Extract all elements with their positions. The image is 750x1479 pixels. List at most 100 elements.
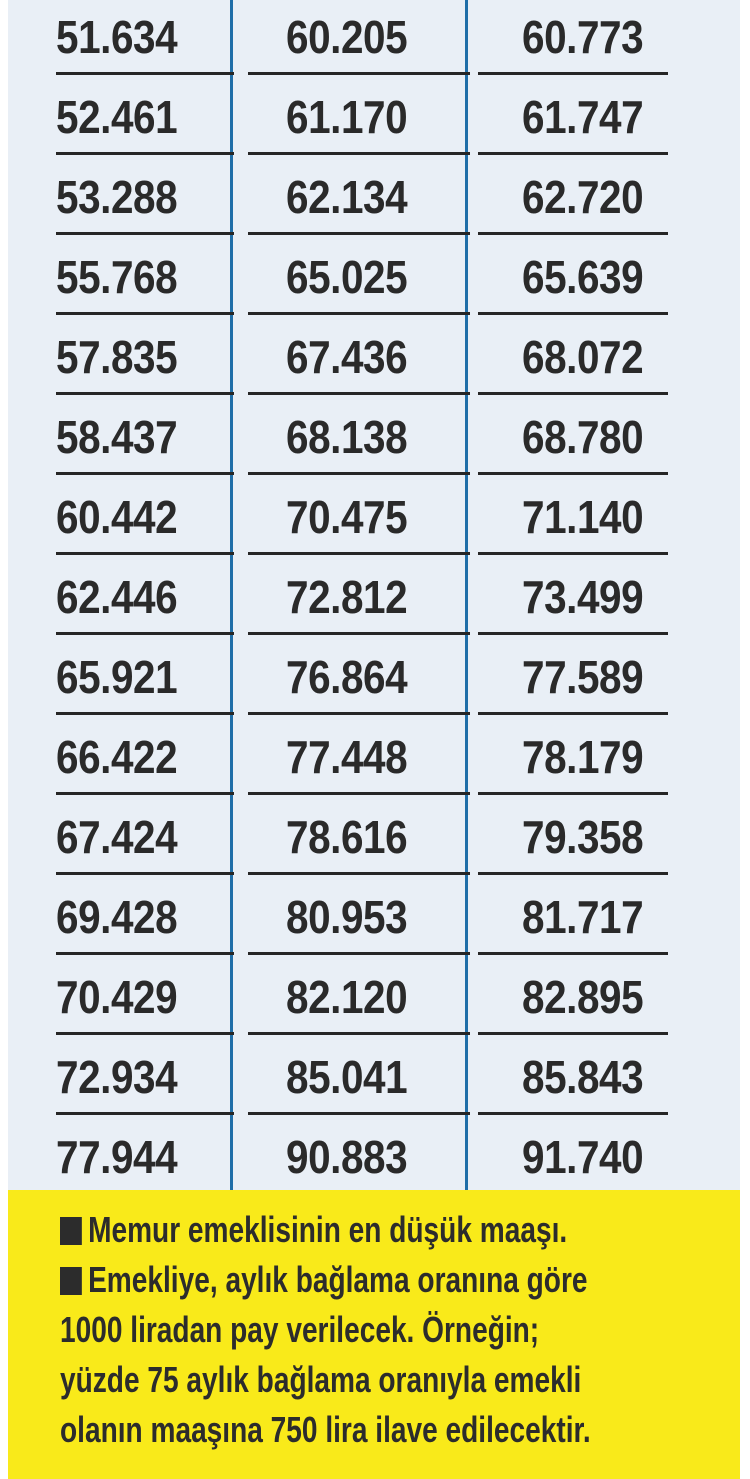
table-cell: 58.437 [56,411,178,463]
row-rule [248,232,470,235]
table-cell: 67.436 [286,331,408,383]
row-rule [248,872,470,875]
table-row: 70.429 82.120 82.895 [8,960,740,1040]
row-rule [248,712,470,715]
footnote-line: olanın maaşına 750 lira ilave edilecekti… [60,1406,591,1454]
table-cell: 76.864 [286,651,408,703]
table-cell: 72.934 [56,1051,178,1103]
row-rule [478,632,668,635]
table-cell: 71.140 [522,491,644,543]
table-cell: 51.634 [56,11,178,63]
table-cell: 82.895 [522,971,644,1023]
table-cell: 78.179 [522,731,644,783]
row-rule [56,392,234,395]
table-cell: 68.072 [522,331,644,383]
table-cell: 66.422 [56,731,178,783]
table-row: 51.634 60.205 60.773 [8,0,740,80]
footnote-line: 1000 liradan pay verilecek. Örneğin; [60,1306,539,1354]
table-cell: 52.461 [56,91,178,143]
row-rule [56,72,234,75]
table-row: 69.428 80.953 81.717 [8,880,740,960]
row-rule [478,552,668,555]
row-rule [478,72,668,75]
table-row: 52.461 61.170 61.747 [8,80,740,160]
table-cell: 60.442 [56,491,178,543]
table-cell: 82.120 [286,971,408,1023]
table-row: 66.422 77.448 78.179 [8,720,740,800]
table-cell: 53.288 [56,171,178,223]
table-row: 62.446 72.812 73.499 [8,560,740,640]
table-cell: 77.448 [286,731,408,783]
table-cell: 68.780 [522,411,644,463]
row-rule [248,72,470,75]
row-rule [248,552,470,555]
footnote-line: yüzde 75 aylık bağlama oranıyla emekli [60,1356,581,1404]
table-cell: 70.475 [286,491,408,543]
table-row: 77.944 90.883 91.740 [8,1120,740,1200]
table-cell: 69.428 [56,891,178,943]
footnote-text: 1000 liradan pay verilecek. Örneğin; [60,1309,540,1350]
row-rule [478,1112,668,1115]
row-rule [478,872,668,875]
table-row: 55.768 65.025 65.639 [8,240,740,320]
row-rule [56,632,234,635]
footnote-text: Memur emeklisinin en düşük maaşı. [88,1209,568,1250]
row-rule [248,792,470,795]
table-row: 57.835 67.436 68.072 [8,320,740,400]
row-rule [248,472,470,475]
footnote-text: Emekliye, aylık bağlama oranına göre [88,1259,588,1300]
table-cell: 81.717 [522,891,644,943]
table-cell: 68.138 [286,411,408,463]
row-rule [248,392,470,395]
row-rule [478,472,668,475]
row-rule [478,312,668,315]
table-cell: 79.358 [522,811,644,863]
row-rule [56,312,234,315]
table-cell: 67.424 [56,811,178,863]
row-rule [478,1032,668,1035]
row-rule [248,1032,470,1035]
bullet-square-icon [60,1267,82,1295]
table-row: 65.921 76.864 77.589 [8,640,740,720]
row-rule [56,872,234,875]
table-cell: 77.589 [522,651,644,703]
table-cell: 78.616 [286,811,408,863]
table-cell: 90.883 [286,1131,408,1183]
table-cell: 65.639 [522,251,644,303]
row-rule [478,952,668,955]
row-rule [56,232,234,235]
table-row: 72.934 85.041 85.843 [8,1040,740,1120]
row-rule [478,792,668,795]
table-row: 60.442 70.475 71.140 [8,480,740,560]
row-rule [248,952,470,955]
row-rule [56,792,234,795]
table-row: 53.288 62.134 62.720 [8,160,740,240]
table-cell: 60.773 [522,11,644,63]
table-cell: 91.740 [522,1131,644,1183]
table-cell: 61.747 [522,91,644,143]
row-rule [478,712,668,715]
table-row: 67.424 78.616 79.358 [8,800,740,880]
row-rule [56,1032,234,1035]
table-cell: 62.134 [286,171,408,223]
table-cell: 62.446 [56,571,178,623]
row-rule [56,472,234,475]
row-rule [56,712,234,715]
table-cell: 73.499 [522,571,644,623]
row-rule [248,312,470,315]
table-cell: 70.429 [56,971,178,1023]
row-rule [478,392,668,395]
footnote-line: Memur emeklisinin en düşük maaşı. [60,1206,567,1254]
row-rule [56,152,234,155]
row-rule [478,232,668,235]
salary-table-panel: 51.634 60.205 60.773 52.461 61.170 61.74… [8,0,740,1479]
column-divider [230,0,233,1190]
table-cell: 65.921 [56,651,178,703]
table-cell: 62.720 [522,171,644,223]
column-divider [465,0,468,1190]
footnote-text: yüzde 75 aylık bağlama oranıyla emekli [60,1359,582,1400]
salary-table: 51.634 60.205 60.773 52.461 61.170 61.74… [8,0,740,1200]
bullet-square-icon [60,1217,82,1245]
row-rule [248,152,470,155]
row-rule [248,632,470,635]
